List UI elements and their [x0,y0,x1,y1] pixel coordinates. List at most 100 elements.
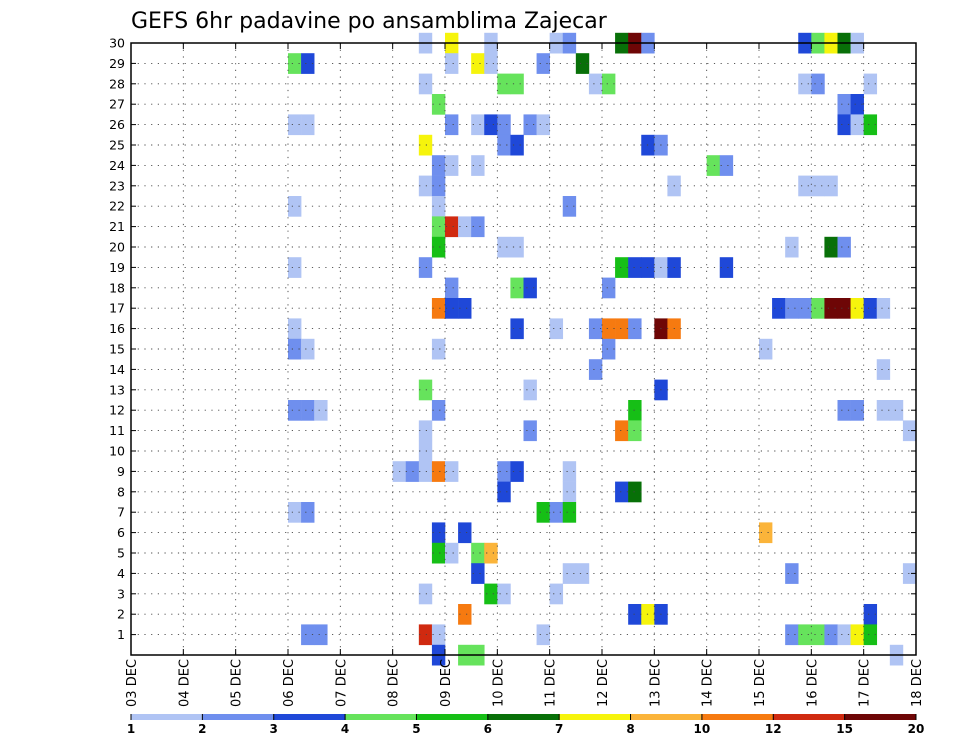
colorbar-segment [273,714,346,720]
x-tick-label: 07 DEC [334,659,349,707]
heatmap-cell [837,94,851,115]
heatmap-cell [288,257,302,278]
y-tick-label: 14 [109,362,125,377]
heatmap-cell [811,298,825,319]
heatmap-cell [431,522,446,544]
x-tick-label: 10 DEC [491,659,506,707]
heatmap-cell [837,114,851,136]
heatmap-cell [471,563,485,584]
y-tick-label: 17 [109,301,125,316]
heatmap-cell [418,134,433,156]
y-tick-label: 27 [109,97,125,112]
y-tick-label: 15 [109,342,125,357]
y-tick-label: 1 [117,627,125,642]
heatmap-cell [549,502,564,523]
x-tick-label: 16 DEC [805,659,820,707]
heatmap-cell [536,53,550,74]
y-tick-label: 23 [109,178,125,193]
heatmap-cell [510,73,524,95]
heatmap-cell [431,461,446,482]
x-tick-label: 04 DEC [177,659,192,707]
heatmap-cell [431,298,446,319]
heatmap-cell [523,379,537,401]
y-tick-label: 16 [109,321,125,336]
heatmap-cell [314,624,328,646]
colorbar-label: 12 [765,722,782,736]
heatmap-cell [445,53,459,74]
heatmap-cell [471,155,485,176]
heatmap-cell [615,420,629,442]
heatmap-cell [706,155,721,176]
heatmap-cell [772,298,786,319]
heatmap-cell [863,298,878,319]
heatmap-cell [431,175,446,197]
heatmap-cell [418,73,433,95]
y-tick-label: 13 [109,382,125,397]
heatmap-cell [850,624,864,646]
heatmap-cell [759,522,773,544]
colorbar-segment [487,714,560,720]
heatmap-cell [811,175,825,197]
heatmap-cell [471,53,485,74]
heatmap-cells [288,32,917,666]
heatmap-cell [497,236,511,258]
heatmap-cell [497,114,511,136]
heatmap-cell [602,318,616,340]
colorbar-label: 1 [127,722,135,736]
heatmap-cell [863,624,878,646]
y-tick-label: 18 [109,280,125,295]
heatmap-cell [523,114,537,136]
x-tick-label: 06 DEC [282,659,297,707]
heatmap-cell [602,73,616,95]
heatmap-cell [431,155,446,176]
heatmap-cell [602,277,616,299]
y-tick-label: 3 [117,586,125,601]
heatmap-cell [588,359,603,380]
heatmap-cell [418,175,433,197]
y-tick-label: 10 [109,444,125,459]
heatmap-cell [876,400,891,421]
heatmap-cell [418,583,433,605]
heatmap-cell [471,216,485,238]
x-tick-label: 08 DEC [387,659,402,707]
heatmap-cell [837,298,851,319]
colorbar-segment [773,714,845,720]
heatmap-cell [588,73,603,95]
x-axis: 03 DEC 04 DEC 05 DEC 06 DEC 07 DEC 08 DEC 09 D… [125,43,925,707]
y-tick-label: 30 [109,36,125,51]
heatmap-cell [811,624,825,646]
colorbar-segment [630,714,703,720]
heatmap-cell [301,338,315,360]
y-tick-label: 28 [109,76,125,91]
y-tick-label: 21 [109,219,125,234]
heatmap-cell [288,400,302,421]
heatmap-cell [850,298,864,319]
heatmap-cell [863,73,878,95]
heatmap-cell [785,563,799,584]
y-tick-label: 12 [109,403,125,418]
x-tick-label: 05 DEC [230,659,245,707]
heatmap-cell [837,624,851,646]
heatmap-cell [876,359,891,380]
colorbar-segment [345,714,417,720]
colorbar-segment [701,714,774,720]
heatmap-cell [824,298,838,319]
heatmap-cell [314,400,328,421]
heatmap-cell [575,563,590,584]
x-tick-label: 11 DEC [544,659,559,707]
heatmap-cell [536,114,550,136]
heatmap-cell [811,73,825,95]
heatmap-cell [418,461,433,482]
heatmap-cell [497,461,511,482]
heatmap-cell [484,53,498,74]
heatmap-cell [445,277,459,299]
y-tick-label: 9 [117,464,125,479]
y-tick-label: 6 [117,525,125,540]
heatmap-cell [850,94,864,115]
heatmap-cell [497,583,511,605]
colorbar-segment [559,714,631,720]
heatmap-cell [628,318,642,340]
heatmap-cell [785,298,799,319]
heatmap-cell [798,624,812,646]
